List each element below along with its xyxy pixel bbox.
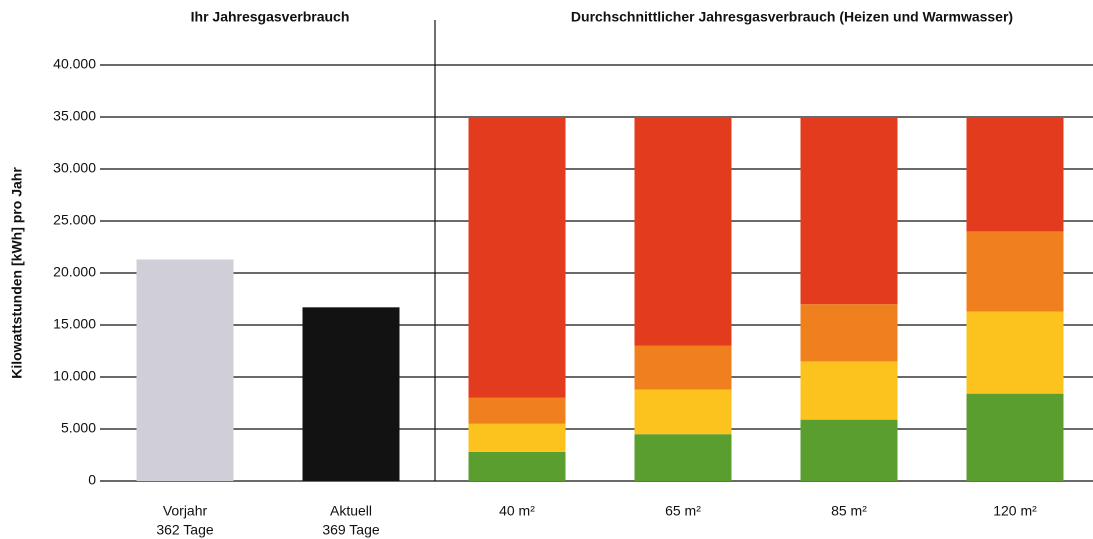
bar-segment — [468, 117, 566, 398]
bar-segment — [966, 231, 1064, 312]
x-tick-label: Vorjahr — [163, 503, 208, 519]
y-tick-label: 20.000 — [53, 264, 96, 280]
chart-title: Durchschnittlicher Jahresgasverbrauch (H… — [571, 9, 1013, 25]
bar — [136, 259, 234, 481]
x-tick-label: 85 m² — [831, 503, 867, 519]
x-tick-label: Aktuell — [330, 503, 372, 519]
x-tick-label: 362 Tage — [156, 522, 214, 538]
y-tick-label: 35.000 — [53, 108, 96, 124]
bar-segment — [800, 117, 898, 305]
x-tick-label: 369 Tage — [322, 522, 380, 538]
bar-segment — [800, 304, 898, 362]
x-tick-label: 120 m² — [993, 503, 1037, 519]
y-axis-label: Kilowattstunden [kWh] pro Jahr — [9, 167, 25, 379]
bar-segment — [634, 389, 732, 435]
bar-segment — [468, 451, 566, 481]
x-tick-label: 40 m² — [499, 503, 535, 519]
chart-title: Ihr Jahresgasverbrauch — [191, 9, 350, 25]
bar-segment — [800, 419, 898, 481]
y-tick-label: 0 — [88, 472, 96, 488]
y-tick-label: 25.000 — [53, 212, 96, 228]
bar-segment — [468, 423, 566, 452]
bar-segment — [800, 361, 898, 420]
y-tick-label: 10.000 — [53, 368, 96, 384]
y-tick-label: 15.000 — [53, 316, 96, 332]
bar-segment — [966, 311, 1064, 394]
bar-segment — [468, 397, 566, 424]
y-tick-label: 40.000 — [53, 56, 96, 72]
bar-segment — [966, 117, 1064, 232]
bar-segment — [634, 345, 732, 390]
bar-segment — [634, 434, 732, 481]
x-tick-label: 65 m² — [665, 503, 701, 519]
bar-segment — [634, 117, 732, 346]
y-tick-label: 30.000 — [53, 160, 96, 176]
bar — [302, 307, 400, 481]
y-tick-label: 5.000 — [61, 420, 96, 436]
bar-segment — [966, 393, 1064, 481]
